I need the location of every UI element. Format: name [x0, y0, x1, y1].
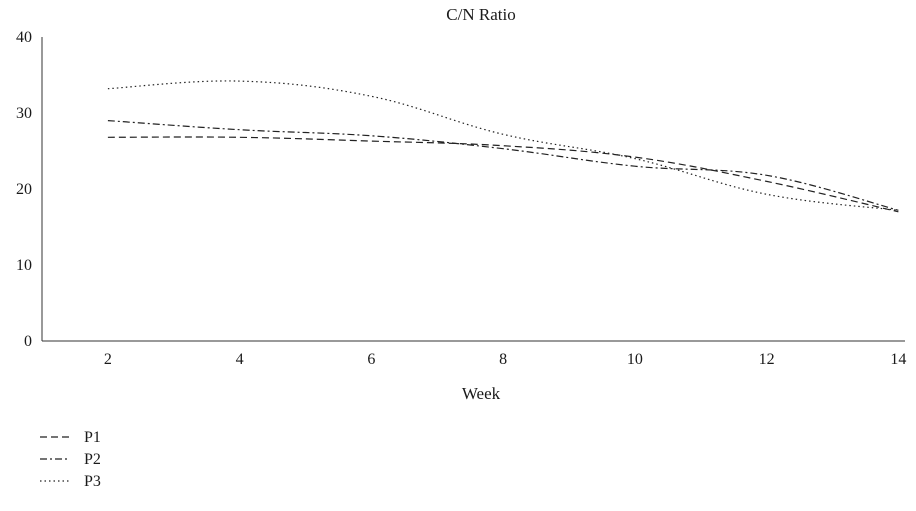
- y-tick-label: 10: [16, 257, 32, 274]
- legend-label-p2: P2: [84, 451, 101, 468]
- series-line-p2: [107, 120, 899, 211]
- x-axis-title: Week: [462, 384, 501, 403]
- y-tick-label: 20: [16, 181, 32, 198]
- x-tick-label: 2: [104, 351, 112, 368]
- x-tick-label: 4: [236, 351, 244, 368]
- x-tick-label: 14: [890, 351, 906, 368]
- y-tick-label: 0: [24, 333, 32, 350]
- axes: [41, 37, 905, 342]
- legend-label-p1: P1: [84, 429, 101, 446]
- x-tick-label: 8: [499, 351, 507, 368]
- x-tick-labels: 2 4 6 8 10 12 14: [104, 351, 907, 368]
- y-tick-label: 30: [16, 105, 32, 122]
- legend: P1 P2 P3: [40, 429, 101, 490]
- y-tick-label: 40: [16, 29, 32, 46]
- x-tick-label: 6: [367, 351, 375, 368]
- series-line-p3: [107, 80, 899, 211]
- chart-title: C/N Ratio: [446, 5, 515, 24]
- legend-label-p3: P3: [84, 473, 101, 490]
- series-lines: [107, 80, 899, 213]
- x-tick-label: 10: [627, 351, 643, 368]
- x-tick-label: 12: [759, 351, 775, 368]
- y-tick-labels: 0 10 20 30 40: [16, 29, 32, 350]
- series-line-p1: [107, 136, 899, 213]
